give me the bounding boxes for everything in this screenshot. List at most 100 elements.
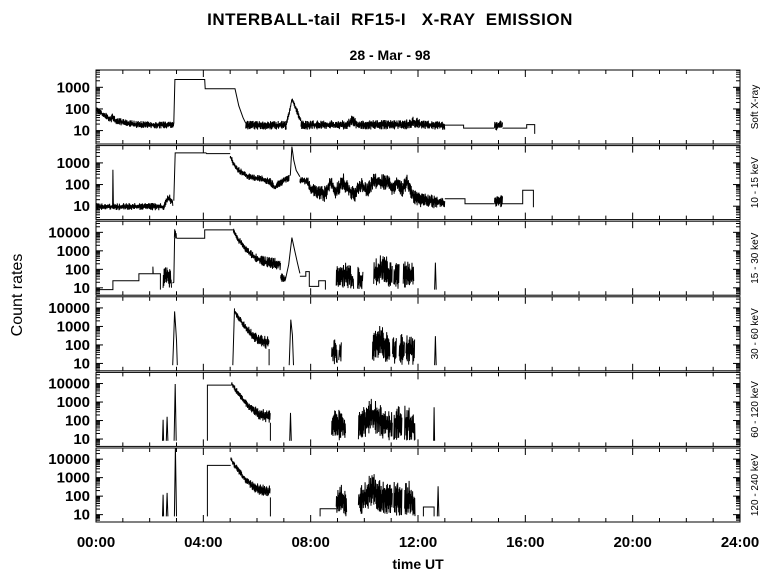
data-noise-band: [335, 484, 348, 517]
y-tick-label: 1000: [57, 470, 90, 487]
data-noise-band: [357, 474, 393, 515]
panel-energy-label: 30 - 60 keV: [750, 308, 761, 359]
data-line: [319, 508, 337, 517]
panel-data: [96, 79, 536, 134]
data-line: [434, 262, 437, 290]
data-noise-band: [231, 382, 271, 423]
x-tick-label: 24:00: [721, 534, 759, 551]
data-noise-band: [286, 98, 302, 125]
data-noise-band: [404, 405, 416, 441]
data-noise-band: [96, 202, 165, 211]
data-line: [444, 124, 495, 129]
data-line: [284, 237, 301, 281]
data-line: [422, 506, 435, 517]
data-noise-band: [232, 228, 281, 271]
x-axis-label: time UT: [392, 556, 444, 572]
y-tick-label: 10000: [48, 224, 90, 241]
data-noise-band: [405, 335, 416, 365]
data-line: [96, 273, 161, 291]
panel-energy-label: 10 - 15 keV: [750, 157, 761, 208]
data-line: [176, 229, 234, 239]
panel-energy-label: Soft X-ray: [750, 85, 761, 129]
panel-frame: [95, 447, 741, 523]
y-tick-label: 10000: [48, 451, 90, 468]
data-line: [206, 464, 231, 517]
x-tick-label: 20:00: [613, 534, 651, 551]
data-noise-band: [230, 457, 271, 497]
data-line: [173, 448, 177, 517]
panel-data: [162, 448, 440, 517]
data-line: [162, 494, 165, 517]
panel-data: [96, 146, 534, 211]
y-tick-label: 100: [65, 488, 90, 505]
data-noise-band: [494, 195, 503, 208]
data-noise-band: [392, 337, 397, 364]
x-tick-label: 00:00: [77, 534, 115, 551]
panel-data: [96, 228, 437, 291]
data-line: [173, 152, 231, 201]
data-noise-band: [299, 173, 446, 209]
data-line: [436, 486, 440, 517]
data-noise-band: [300, 115, 446, 130]
data-line: [173, 79, 247, 124]
data-noise-band: [338, 342, 342, 362]
data-noise-band: [393, 406, 403, 440]
y-tick-label: 1000: [57, 318, 90, 335]
panel-frame: [95, 69, 741, 145]
data-line: [434, 336, 437, 366]
data-line: [289, 146, 301, 177]
x-tick-label: 04:00: [184, 534, 222, 551]
data-line: [232, 308, 235, 366]
data-noise-band: [371, 325, 391, 362]
data-line: [289, 412, 292, 441]
y-tick-label: 10000: [48, 376, 90, 393]
y-tick-label: 10: [73, 123, 90, 140]
y-tick-label: 1000: [57, 79, 90, 96]
data-noise-band: [331, 409, 346, 441]
data-noise-band: [404, 480, 416, 517]
data-line: [206, 384, 232, 441]
data-line: [173, 383, 177, 441]
panel-10-15-kev: 10 100 1000 10 - 15 keV: [57, 145, 761, 221]
data-noise-band: [335, 262, 355, 289]
y-tick-label: 1000: [57, 155, 90, 172]
panel-soft-x-ray: 10 100 1000 Soft X-ray: [57, 69, 761, 145]
data-line: [112, 169, 114, 207]
y-tick-label: 10: [73, 198, 90, 215]
data-noise-band: [402, 261, 415, 288]
panel-frame: [95, 296, 741, 372]
data-noise-band: [357, 398, 393, 441]
x-tick-label: 12:00: [399, 534, 437, 551]
data-line: [165, 416, 169, 441]
data-line: [444, 198, 495, 205]
data-noise-band: [393, 481, 403, 516]
panel-energy-label: 15 - 30 keV: [750, 232, 761, 283]
y-tick-label: 10: [73, 280, 90, 297]
data-noise-band: [234, 310, 270, 349]
y-tick-label: 1000: [57, 394, 90, 411]
data-noise-band: [245, 120, 287, 130]
chart-title: INTERBALL-tail RF15-I X-RAY EMISSION: [207, 10, 573, 29]
data-noise-band: [373, 255, 393, 287]
panel-frame: [95, 220, 741, 296]
data-line: [288, 319, 294, 366]
y-tick-label: 10: [73, 431, 90, 448]
y-tick-label: 100: [65, 261, 90, 278]
data-noise-band: [163, 194, 174, 207]
data-line: [162, 419, 165, 441]
data-noise-band: [162, 267, 172, 288]
data-line: [433, 407, 436, 441]
data-line: [172, 311, 178, 366]
panel-frame: [95, 371, 741, 447]
y-tick-label: 10: [73, 507, 90, 524]
data-noise-band: [331, 339, 338, 365]
panel-frame: [95, 145, 741, 221]
x-tick-label: 08:00: [291, 534, 329, 551]
chart-subtitle: 28 - Mar - 98: [349, 47, 431, 63]
panel-data: [172, 308, 437, 366]
data-noise-band: [393, 263, 400, 289]
